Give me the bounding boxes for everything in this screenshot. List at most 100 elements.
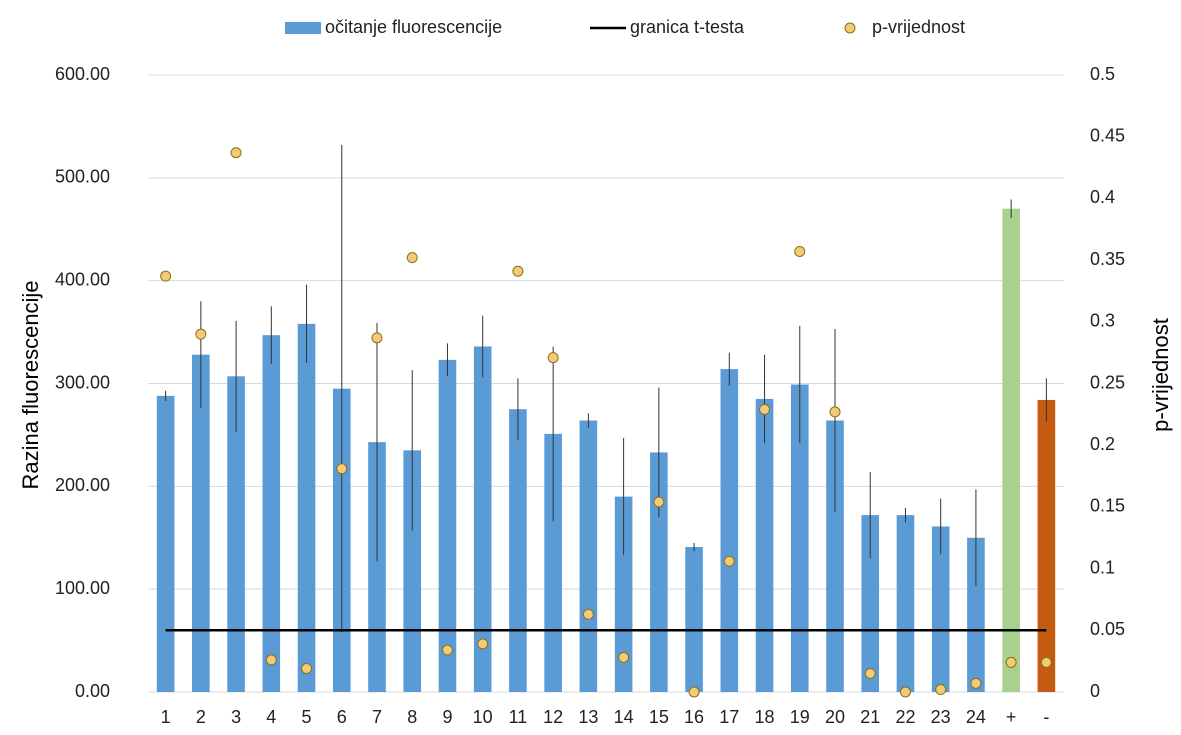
p-value-point — [935, 684, 947, 696]
p-value-point — [970, 677, 982, 689]
p-value-point — [723, 555, 735, 567]
legend-label: granica t-testa — [630, 17, 745, 37]
x-tick-label: 8 — [407, 707, 417, 727]
bar — [156, 395, 175, 692]
p-value-point — [688, 686, 700, 698]
bar — [685, 547, 703, 692]
bar — [544, 433, 562, 692]
x-tick-label: 5 — [302, 707, 312, 727]
x-tick-label: 2 — [196, 707, 206, 727]
x-tick-label: + — [1006, 707, 1017, 727]
x-tick-label: 23 — [931, 707, 951, 727]
p-value-point — [864, 667, 876, 679]
bar — [650, 452, 668, 692]
y-tick-label: 400.00 — [55, 269, 110, 289]
y-tick-label: 100.00 — [55, 578, 110, 598]
bar — [755, 398, 774, 692]
bar — [967, 537, 985, 692]
legend-label: očitanje fluorescencije — [325, 17, 502, 37]
x-tick-label: 4 — [266, 707, 276, 727]
bar — [227, 376, 245, 692]
x-tick-label: 1 — [161, 707, 171, 727]
bar — [826, 420, 844, 692]
p-value-point — [547, 352, 559, 364]
bar — [438, 359, 457, 692]
bar — [262, 335, 281, 692]
p-value-point — [829, 406, 841, 418]
y2-tick-label: 0.15 — [1090, 496, 1125, 516]
x-tick-label: 14 — [614, 707, 634, 727]
p-value-point — [301, 663, 313, 675]
bar — [614, 496, 633, 692]
y2-tick-label: 0.05 — [1090, 619, 1125, 639]
p-value-point — [441, 644, 453, 656]
bar — [1002, 208, 1020, 692]
x-tick-label: 20 — [825, 707, 845, 727]
x-tick-label: 21 — [860, 707, 880, 727]
y2-tick-label: 0.35 — [1090, 249, 1125, 269]
bar — [297, 323, 316, 692]
y2-tick-label: 0.45 — [1090, 125, 1125, 145]
p-value-point — [618, 651, 630, 663]
bar — [790, 384, 809, 692]
bar — [403, 450, 422, 692]
y-axis-title: Razina fluorescencije — [18, 280, 43, 489]
p-value-point — [653, 496, 665, 508]
y-tick-label: 600.00 — [55, 64, 110, 84]
y2-tick-label: 0.1 — [1090, 557, 1115, 577]
p-value-point — [406, 252, 418, 264]
bar — [192, 354, 210, 692]
p-value-point — [512, 265, 524, 277]
p-value-point — [336, 463, 348, 475]
legend-swatch — [285, 22, 321, 34]
x-tick-label: 10 — [473, 707, 493, 727]
y2-tick-label: 0.5 — [1090, 64, 1115, 84]
bar — [579, 420, 598, 692]
bar — [720, 369, 739, 692]
x-tick-label: 16 — [684, 707, 704, 727]
p-value-point — [899, 686, 911, 698]
y2-tick-label: 0 — [1090, 681, 1100, 701]
p-value-point — [265, 654, 277, 666]
p-value-point — [794, 245, 806, 257]
y2-tick-label: 0.2 — [1090, 434, 1115, 454]
y-tick-label: 200.00 — [55, 475, 110, 495]
p-value-point — [477, 638, 489, 650]
y2-tick-label: 0.4 — [1090, 187, 1115, 207]
x-tick-label: 6 — [337, 707, 347, 727]
p-value-point — [1040, 656, 1052, 668]
x-tick-label: 7 — [372, 707, 382, 727]
x-tick-label: 18 — [755, 707, 775, 727]
x-tick-label: 17 — [719, 707, 739, 727]
p-value-point — [195, 328, 207, 340]
legend-label: p-vrijednost — [872, 17, 965, 37]
bar — [861, 515, 880, 692]
bar — [931, 526, 950, 692]
bar — [896, 515, 915, 692]
p-value-point — [582, 608, 594, 620]
y-tick-label: 500.00 — [55, 167, 110, 187]
bar — [473, 346, 492, 692]
p-value-point — [759, 403, 771, 415]
x-tick-label: 12 — [543, 707, 563, 727]
x-tick-label: 15 — [649, 707, 669, 727]
p-value-point — [160, 270, 172, 282]
x-tick-label: 3 — [231, 707, 241, 727]
y-tick-label: 0.00 — [75, 681, 110, 701]
p-value-point — [371, 332, 383, 344]
y-tick-label: 300.00 — [55, 372, 110, 392]
x-tick-label: 9 — [442, 707, 452, 727]
x-tick-label: 11 — [509, 707, 528, 727]
legend-swatch — [844, 22, 856, 34]
x-tick-label: 24 — [966, 707, 986, 727]
p-value-point — [230, 147, 242, 159]
p-value-point — [1005, 656, 1017, 668]
x-tick-label: - — [1043, 707, 1049, 727]
bar — [509, 409, 527, 692]
x-tick-label: 19 — [790, 707, 810, 727]
x-tick-label: 13 — [578, 707, 598, 727]
y2-tick-label: 0.3 — [1090, 311, 1115, 331]
y2-tick-label: 0.25 — [1090, 372, 1125, 392]
y2-axis-title: p-vrijednost — [1148, 318, 1173, 432]
